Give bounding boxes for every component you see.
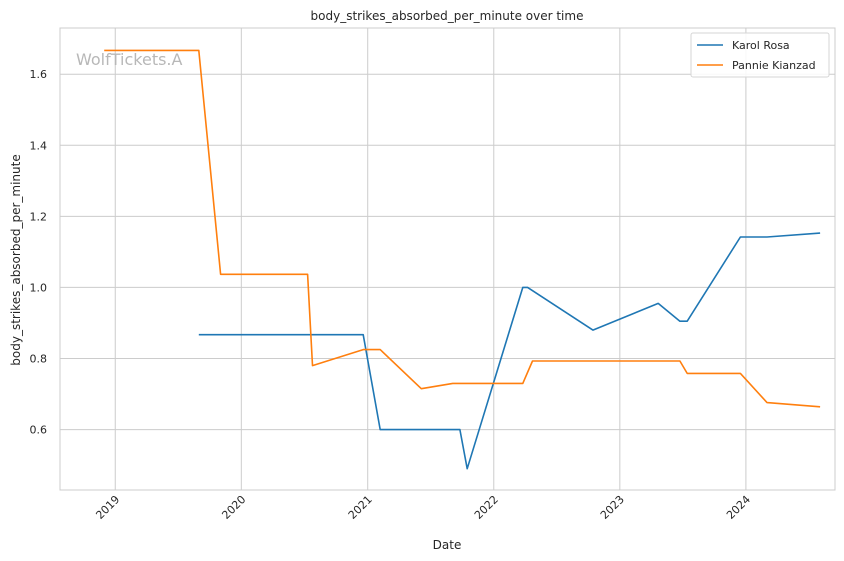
y-axis-label: body_strikes_absorbed_per_minute [9,154,23,365]
series-line-karol-rosa [198,232,821,470]
x-axis-label: Date [433,538,462,552]
grid [60,28,835,490]
y-tick-label: 1.0 [30,281,48,294]
y-tick-label: 0.8 [30,353,48,366]
series-lines [104,49,821,470]
chart-title: body_strikes_absorbed_per_minute over ti… [311,9,584,23]
legend-box [690,32,830,78]
y-tick-label: 0.6 [30,424,48,437]
y-tick-label: 1.6 [30,68,48,81]
watermark-text: WolfTickets.A [76,50,183,69]
legend-label-karol-rosa: Karol Rosa [732,39,790,52]
y-tick-labels: 0.6 0.8 1.0 1.2 1.4 1.6 [30,68,48,436]
legend: Karol Rosa Pannie Kianzad [690,32,830,78]
y-tick-label: 1.2 [30,210,48,223]
plot-frame [59,27,836,491]
series-line-pannie-kianzad [104,49,821,408]
y-tick-label: 1.4 [30,139,48,152]
legend-label-pannie-kianzad: Pannie Kianzad [732,59,816,72]
